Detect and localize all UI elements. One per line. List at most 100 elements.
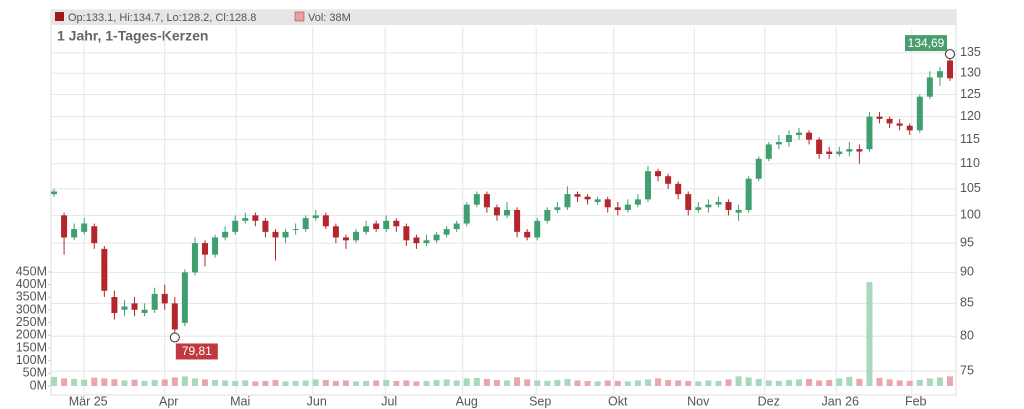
vol-tick-label: 450M <box>16 264 47 278</box>
candle-body <box>322 215 329 227</box>
volume-bar <box>524 379 531 386</box>
volume-bar <box>795 379 802 386</box>
volume-bar <box>675 380 682 386</box>
volume-bar <box>846 376 853 386</box>
candle-body <box>866 116 873 150</box>
candle-body <box>614 207 621 210</box>
candle-body <box>141 309 148 314</box>
x-tick-label: Mär 25 <box>69 394 108 408</box>
volume-bar <box>433 379 440 386</box>
candle-body <box>795 132 802 135</box>
candle-body <box>685 194 692 210</box>
y-tick-label: 85 <box>960 296 974 310</box>
volume-bar <box>916 379 923 386</box>
volume-bar <box>695 381 702 386</box>
candle-body <box>262 220 269 232</box>
volume-bar <box>574 380 581 386</box>
candle-body <box>947 60 953 79</box>
candle-body <box>423 240 430 244</box>
volume-bar <box>353 381 360 386</box>
candle-body <box>705 204 712 208</box>
candle-body <box>443 229 450 235</box>
y-tick-label: 125 <box>960 87 981 101</box>
volume-bar <box>584 380 591 386</box>
volume-bar <box>725 379 732 386</box>
marker <box>169 332 180 343</box>
volume-bar <box>826 379 833 386</box>
candle-body <box>826 151 833 154</box>
volume-bar <box>212 379 219 386</box>
volume-bar <box>121 380 128 386</box>
plot-frame <box>50 9 957 396</box>
candle-body <box>926 77 933 97</box>
candle-body <box>665 176 672 184</box>
candle-body <box>504 209 511 216</box>
x-tick-label: Apr <box>159 394 178 408</box>
candle-body <box>896 123 903 126</box>
y-tick-label: 100 <box>960 208 981 222</box>
legend-volume: Vol: 38M <box>308 12 351 24</box>
value-badge <box>175 343 218 360</box>
candle-body <box>806 132 813 140</box>
candle-body <box>463 204 470 224</box>
value-label: 79,81 <box>182 344 212 358</box>
volume-bar <box>534 380 541 386</box>
candle-body <box>373 223 380 230</box>
candle-body <box>252 215 259 221</box>
candle-body <box>816 139 823 154</box>
volume-bar <box>292 380 299 386</box>
candle-body <box>212 237 219 255</box>
candle-body <box>856 149 863 152</box>
volume-bar <box>473 377 480 386</box>
candle-body <box>624 204 631 210</box>
candle-body <box>655 171 662 177</box>
volume-bar <box>624 381 631 386</box>
marker <box>945 49 955 60</box>
volume-bar <box>765 380 772 386</box>
vol-tick-label: 50M <box>23 366 47 380</box>
y-tick-label: 120 <box>960 109 981 123</box>
candle-body <box>785 134 792 143</box>
candle-body <box>413 237 420 244</box>
vol-tick-label: 150M <box>16 340 47 354</box>
candle-body <box>353 231 360 241</box>
x-tick-label: Dez <box>758 394 780 408</box>
volume-bar <box>594 381 601 386</box>
candle-body <box>191 243 198 273</box>
legend-swatch <box>294 11 305 22</box>
grid <box>51 27 956 394</box>
candle-body <box>383 220 390 230</box>
volume-bar <box>191 378 198 386</box>
y-tick-label: 80 <box>960 328 974 342</box>
candle-body <box>745 178 752 210</box>
volume-bar <box>755 378 762 386</box>
candle-body <box>71 229 78 238</box>
volume-bar <box>61 378 68 386</box>
x-tick-label: Okt <box>608 394 628 408</box>
candle-body <box>453 223 460 230</box>
candle-body <box>695 207 702 210</box>
candle-body <box>121 306 128 310</box>
candle-body <box>715 201 722 205</box>
volume-bar <box>493 379 500 386</box>
candle-body <box>483 194 490 208</box>
volume-bar <box>262 380 269 386</box>
volume-bar <box>544 380 551 386</box>
candle-body <box>433 234 440 241</box>
volume-bar <box>332 380 339 386</box>
volume-bar <box>836 378 843 386</box>
volume-bar <box>181 376 188 386</box>
volume-bar <box>856 378 863 386</box>
candle-body <box>725 201 732 210</box>
volume-bar <box>816 380 823 386</box>
volume-bar <box>161 379 168 386</box>
candle-body <box>403 226 410 241</box>
vol-tick-label: 300M <box>16 302 47 316</box>
volume-bar <box>564 378 571 386</box>
candle-body <box>493 207 500 216</box>
candle-body <box>171 303 178 330</box>
y-tick-label: 135 <box>960 45 981 59</box>
y-tick-label: 105 <box>960 181 981 195</box>
candle-body <box>564 194 571 208</box>
volume-bar <box>51 376 57 386</box>
